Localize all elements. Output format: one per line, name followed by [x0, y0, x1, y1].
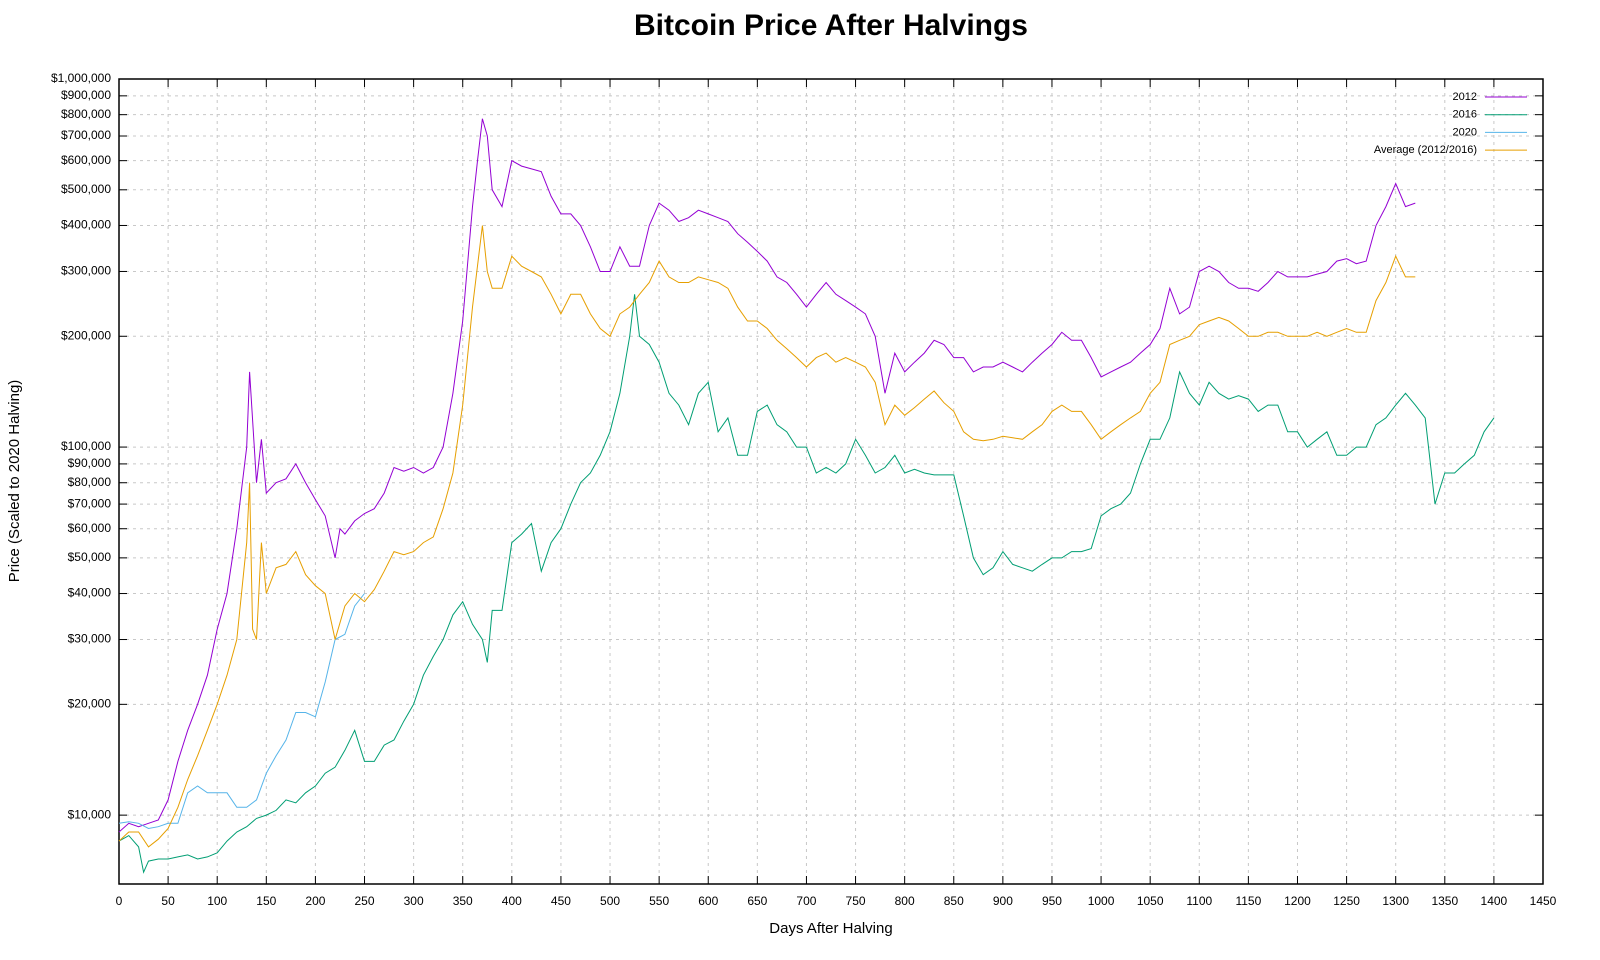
- x-tick-label: 850: [944, 894, 964, 908]
- y-tick-label: $1,000,000: [51, 71, 111, 85]
- y-tick-label: $500,000: [61, 182, 111, 196]
- x-tick-label: 1250: [1333, 894, 1360, 908]
- x-tick-label: 900: [993, 894, 1013, 908]
- y-tick-label: $200,000: [61, 328, 111, 342]
- series-line: [118, 225, 1416, 848]
- x-tick-label: 500: [600, 894, 620, 908]
- series-line: [118, 593, 365, 830]
- x-tick-label: 1300: [1382, 894, 1409, 908]
- y-tick-label: $900,000: [61, 88, 111, 102]
- legend-label: 2016: [1453, 109, 1477, 121]
- x-tick-label: 950: [1042, 894, 1062, 908]
- y-tick-label: $300,000: [61, 264, 111, 278]
- x-tick-label: 700: [796, 894, 816, 908]
- x-tick-label: 550: [649, 894, 669, 908]
- y-tick-label: $800,000: [61, 107, 111, 121]
- x-axis-label: Days After Halving: [769, 920, 892, 937]
- series-line: [118, 118, 1416, 833]
- x-tick-label: 1450: [1530, 894, 1557, 908]
- x-tick-label: 1050: [1137, 894, 1164, 908]
- x-tick-label: 250: [355, 894, 375, 908]
- x-tick-label: 600: [698, 894, 718, 908]
- x-tick-label: 300: [404, 894, 424, 908]
- legend-label: Average (2012/2016): [1374, 144, 1477, 156]
- y-tick-label: $20,000: [68, 697, 112, 711]
- x-tick-label: 800: [895, 894, 915, 908]
- x-tick-label: 1200: [1284, 894, 1311, 908]
- x-tick-label: 200: [305, 894, 325, 908]
- y-tick-label: $60,000: [68, 521, 112, 535]
- chart-title: Bitcoin Price After Halvings: [634, 9, 1028, 42]
- y-tick-label: $30,000: [68, 632, 112, 646]
- y-tick-label: $700,000: [61, 128, 111, 142]
- x-tick-label: 750: [846, 894, 866, 908]
- x-tick-label: 400: [502, 894, 522, 908]
- y-tick-label: $600,000: [61, 153, 111, 167]
- y-tick-label: $90,000: [68, 456, 112, 470]
- legend-label: 2020: [1453, 126, 1477, 138]
- x-tick-label: 450: [551, 894, 571, 908]
- x-tick-label: 1400: [1481, 894, 1508, 908]
- x-tick-label: 1100: [1186, 894, 1212, 908]
- x-tick-label: 1150: [1235, 894, 1261, 908]
- y-tick-label: $40,000: [68, 586, 112, 600]
- y-tick-label: $80,000: [68, 475, 112, 489]
- y-tick-label: $70,000: [68, 496, 112, 510]
- x-tick-label: 150: [256, 894, 276, 908]
- x-tick-label: 1350: [1431, 894, 1458, 908]
- y-axis-label: Price (Scaled to 2020 Halving): [6, 380, 23, 583]
- x-tick-label: 100: [207, 894, 227, 908]
- x-tick-label: 0: [116, 894, 123, 908]
- x-tick-label: 50: [161, 894, 175, 908]
- y-tick-label: $400,000: [61, 218, 111, 232]
- x-tick-label: 350: [453, 894, 473, 908]
- series-line: [118, 294, 1495, 874]
- x-tick-label: 650: [747, 894, 767, 908]
- x-tick-label: 1000: [1088, 894, 1115, 908]
- y-tick-label: $100,000: [61, 439, 111, 453]
- plot-border: [118, 78, 1544, 885]
- legend-label: 2012: [1453, 91, 1477, 103]
- y-tick-label: $50,000: [68, 550, 112, 564]
- y-tick-label: $10,000: [68, 807, 112, 821]
